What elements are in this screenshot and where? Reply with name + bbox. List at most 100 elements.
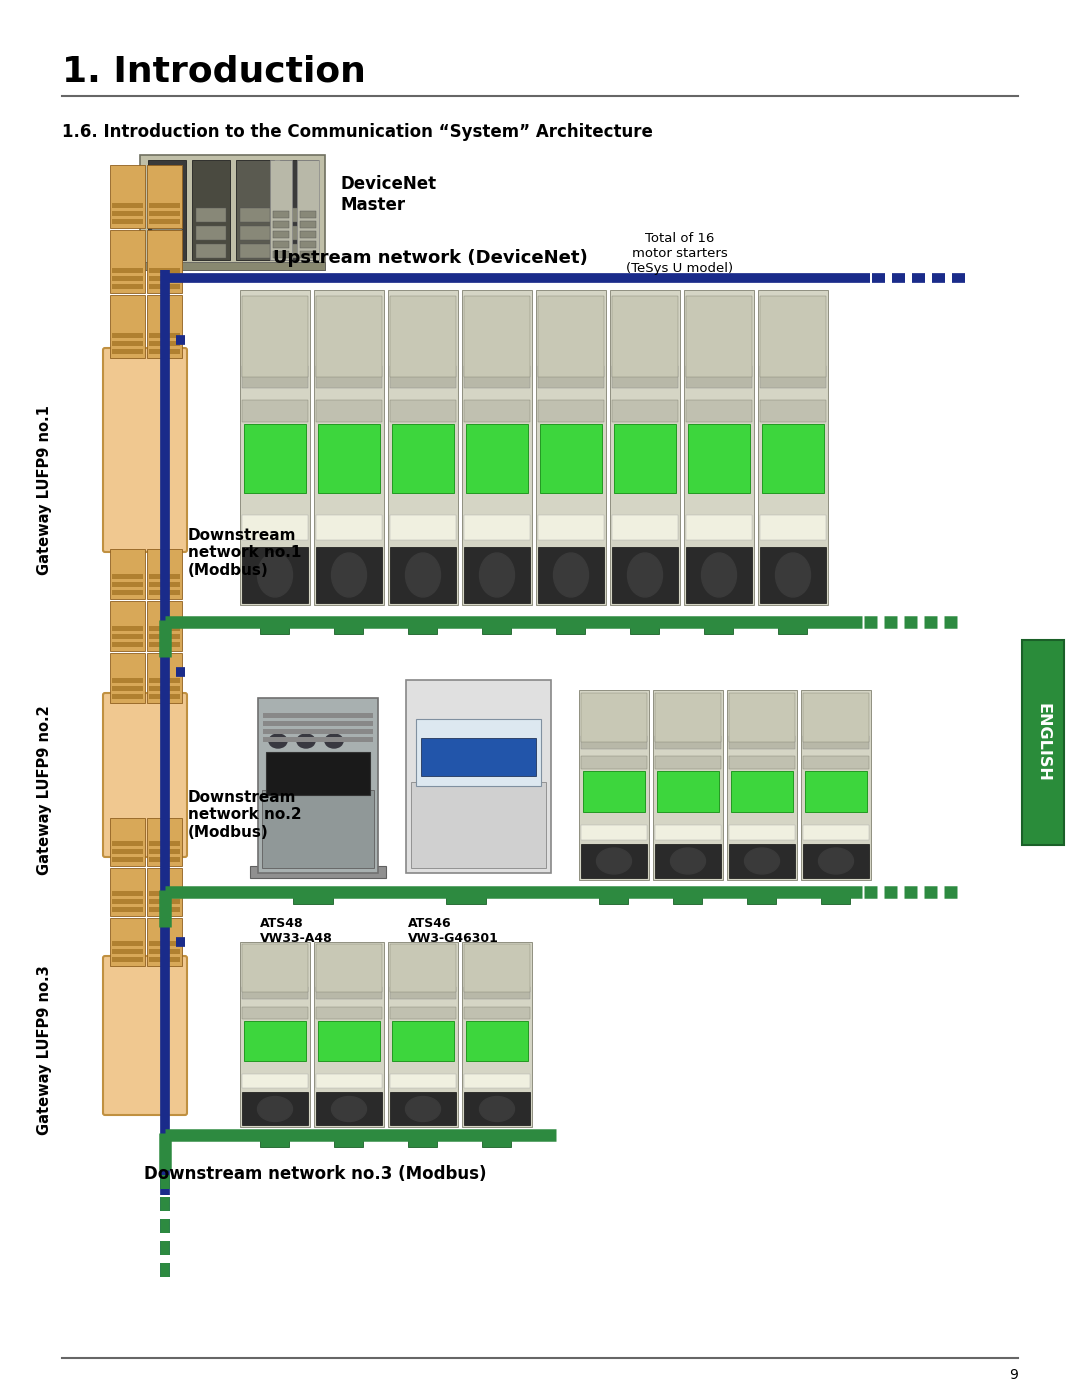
Bar (599, 890, 627, 904)
Bar (704, 620, 733, 634)
Bar (462, 942, 532, 1127)
Bar (149, 590, 180, 595)
Bar (390, 1074, 456, 1088)
Bar (149, 686, 180, 692)
Bar (1022, 640, 1064, 845)
Bar (406, 680, 551, 873)
Bar (654, 736, 721, 749)
Bar (581, 844, 647, 877)
Bar (293, 890, 333, 904)
Bar (729, 756, 795, 768)
Bar (242, 988, 308, 999)
Bar (760, 515, 826, 541)
Bar (462, 291, 532, 605)
Bar (747, 890, 777, 904)
Bar (149, 332, 180, 338)
Bar (778, 620, 807, 634)
Bar (581, 736, 647, 749)
Bar (110, 819, 145, 866)
Bar (112, 626, 143, 631)
Bar (760, 296, 826, 377)
Bar (318, 425, 380, 493)
Ellipse shape (480, 1097, 514, 1122)
Bar (149, 678, 180, 683)
Bar (149, 900, 180, 904)
Text: Total of 16
motor starters
(TeSys U model): Total of 16 motor starters (TeSys U mode… (626, 232, 733, 275)
Bar (112, 268, 143, 272)
Bar (686, 296, 752, 377)
Bar (148, 161, 186, 260)
Bar (465, 1021, 528, 1060)
Bar (149, 942, 180, 946)
Bar (149, 574, 180, 578)
Bar (237, 161, 274, 260)
Bar (149, 949, 180, 954)
Ellipse shape (257, 1097, 293, 1122)
Bar (314, 942, 384, 1127)
Bar (316, 296, 382, 377)
Bar (760, 548, 826, 604)
Ellipse shape (332, 553, 366, 597)
Bar (147, 819, 183, 866)
Bar (536, 291, 606, 605)
Text: Upstream network (DeviceNet): Upstream network (DeviceNet) (272, 249, 588, 267)
Bar (615, 425, 676, 493)
Ellipse shape (744, 848, 780, 875)
Bar (149, 849, 180, 854)
Bar (316, 944, 382, 992)
Bar (149, 583, 180, 587)
Bar (240, 226, 270, 240)
Bar (149, 277, 180, 281)
Bar (149, 957, 180, 963)
Bar (464, 1074, 530, 1088)
Bar (300, 211, 316, 218)
Ellipse shape (297, 733, 315, 747)
Bar (262, 789, 374, 868)
Bar (249, 866, 386, 877)
Bar (334, 620, 363, 634)
Bar (758, 291, 828, 605)
Bar (112, 277, 143, 281)
Bar (390, 400, 456, 422)
Bar (112, 203, 143, 208)
Bar (334, 1133, 363, 1147)
Bar (654, 756, 721, 768)
Bar (240, 244, 270, 258)
Bar (579, 690, 649, 880)
Bar (258, 698, 378, 873)
Bar (316, 1007, 382, 1018)
Bar (540, 425, 602, 493)
Bar (556, 620, 585, 634)
Bar (654, 693, 721, 742)
Bar (421, 738, 536, 775)
Bar (731, 771, 793, 812)
Bar (610, 291, 680, 605)
Ellipse shape (627, 553, 662, 597)
Bar (390, 515, 456, 541)
Bar (653, 690, 723, 880)
Bar (581, 693, 647, 742)
Bar (149, 219, 180, 224)
Bar (264, 729, 373, 733)
Bar (140, 155, 325, 270)
Bar (538, 515, 604, 541)
Bar (300, 221, 316, 228)
Bar (673, 890, 702, 904)
Bar (112, 694, 143, 698)
Bar (821, 890, 850, 904)
Bar (273, 231, 289, 237)
Text: 1. Introduction: 1. Introduction (62, 54, 366, 89)
Bar (260, 620, 289, 634)
Bar (729, 736, 795, 749)
Bar (411, 782, 546, 868)
Bar (147, 549, 183, 599)
Bar (581, 756, 647, 768)
Bar (390, 1007, 456, 1018)
Bar (465, 425, 528, 493)
Bar (110, 918, 145, 965)
Ellipse shape (325, 733, 343, 747)
Bar (316, 366, 382, 388)
Bar (112, 219, 143, 224)
Bar (240, 291, 310, 605)
Bar (804, 736, 869, 749)
